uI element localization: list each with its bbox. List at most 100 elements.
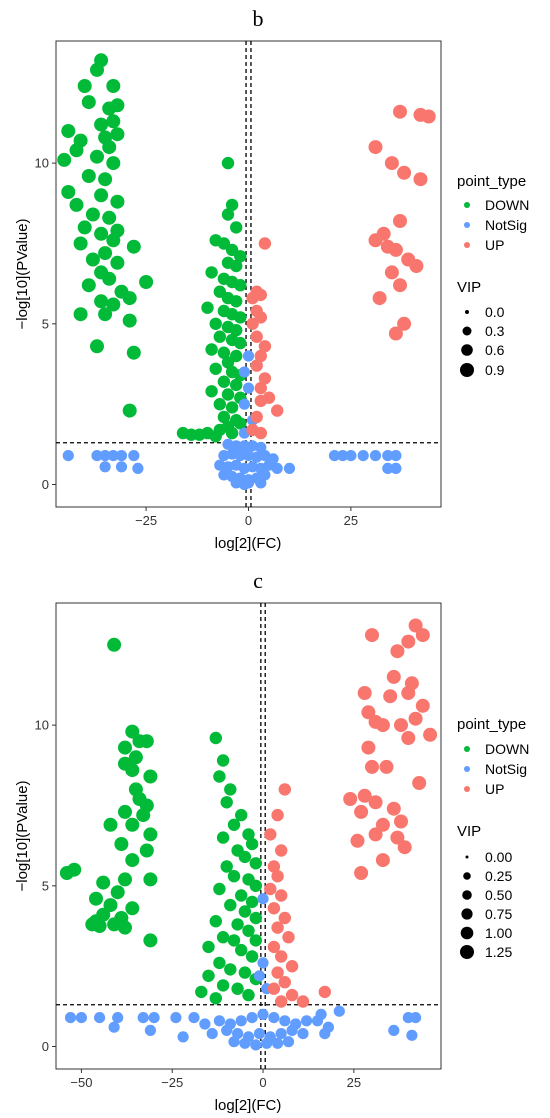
point-notsig-5-b [128,450,140,462]
size-label-0-c: 0.00 [485,849,512,865]
point-notsig-52-b [390,450,402,462]
point-notsig-36-c [177,1031,189,1043]
size-key-4-c [460,926,474,940]
point-up-13-b [409,259,424,273]
point-up-27-c [394,814,408,829]
point-notsig-46-c [410,1012,422,1024]
y-tick-label-0-c: 0 [42,1039,49,1054]
size-key-1-c [463,872,471,880]
point-down-34-b [110,255,125,270]
point-notsig-40-c [257,957,269,969]
point-down-29-b [73,236,88,251]
point-notsig-1-c [75,1012,87,1024]
point-down-98-b [185,428,198,441]
point-notsig-43-b [242,350,255,362]
point-down-88-b [213,398,226,411]
point-up-50-c [271,966,284,979]
point-up-18-b [388,326,403,341]
point-up-49-c [285,960,299,973]
y-tick-label-1-c: 5 [42,878,49,893]
point-down-74-c [216,979,230,992]
size-label-5-c: 1.25 [485,944,512,960]
point-up-54-c [318,985,331,999]
size-key-0-b [465,310,469,314]
point-notsig-2-c [94,1012,106,1024]
point-up-28-c [375,817,390,832]
point-up-15-b [393,278,407,293]
point-up-0-b [393,104,407,119]
point-down-40-b [94,294,109,309]
point-up-7-b [393,214,407,228]
size-item-3-c: 0.75 [461,906,512,922]
point-down-4-c [139,734,154,749]
point-notsig-30-c [228,1036,240,1048]
size-key-3-b [460,363,474,377]
y-tick-label-1-b: 5 [42,316,49,331]
point-down-46-b [90,339,104,354]
point-down-62-c [242,924,255,937]
point-down-39-b [139,275,154,289]
point-up-43-c [267,902,281,915]
point-notsig-4-c [137,1012,149,1024]
point-up-48-c [275,950,288,963]
point-notsig-25-c [253,1028,265,1040]
point-up-3-c [365,628,379,643]
point-down-83-b [217,375,231,388]
point-down-1-b [90,62,104,77]
point-up-11-c [361,705,376,720]
size-item-3-b: 0.9 [460,362,505,378]
point-down-12-c [118,804,132,819]
size-label-4-c: 1.00 [485,925,512,941]
point-up-34-c [354,866,369,880]
point-up-32-c [397,840,412,855]
legend-label-down-c: DOWN [485,741,529,757]
point-down-24-c [143,872,158,887]
point-notsig-34-c [272,1037,284,1049]
point-up-25-b [246,317,259,330]
point-up-46-c [282,931,295,944]
point-up-56-c [275,995,288,1008]
point-up-33-b [254,394,267,408]
point-down-37-b [81,278,96,293]
point-up-2-c [401,634,416,649]
point-up-30-c [390,830,405,845]
point-notsig-48-b [345,450,357,462]
size-label-2-c: 0.50 [485,887,512,903]
point-up-4-b [384,156,399,171]
point-notsig-8-c [170,1012,182,1024]
point-up-26-b [250,330,263,343]
legend-item-down-c: DOWN [464,741,529,757]
point-notsig-7-c [144,1024,156,1036]
point-down-19-c [125,853,140,868]
legend-key-up-c [464,786,470,792]
legend-label-up-b: UP [485,237,504,253]
point-notsig-41-c [253,970,265,982]
point-up-17-b [397,316,412,331]
point-down-69-b [234,311,247,324]
legend-key-up-b [464,242,470,248]
point-down-14-c [125,817,140,832]
point-down-25-b [102,210,117,225]
size-label-3-c: 0.75 [485,906,512,922]
point-down-58-c [238,905,252,918]
point-notsig-33-c [261,1037,273,1049]
point-notsig-53-b [382,462,394,474]
point-notsig-40-b [238,398,250,410]
point-up-36-c [271,808,284,822]
point-up-30-b [258,372,272,385]
point-down-58-b [230,259,243,273]
x-tick-label-2-b: 25 [344,513,358,528]
point-notsig-0-c [64,1012,77,1024]
point-up-26-c [354,804,369,819]
point-down-75-b [234,336,247,350]
point-down-75-c [231,982,244,995]
point-down-51-c [227,870,241,883]
legend-item-notsig-b: NotSig [464,217,527,233]
panel-label-c: c [253,568,263,593]
point-down-16-c [103,817,118,832]
point-notsig-43-c [257,893,269,905]
point-down-41-b [106,297,121,312]
point-up-2-b [421,109,436,124]
point-down-43-b [73,307,88,322]
point-down-65-b [230,295,243,308]
